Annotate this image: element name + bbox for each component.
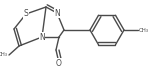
Text: CH₃: CH₃ bbox=[139, 27, 149, 32]
Text: N: N bbox=[54, 9, 60, 18]
Text: N: N bbox=[39, 32, 45, 41]
Text: S: S bbox=[24, 9, 28, 18]
Text: CH₃: CH₃ bbox=[0, 53, 8, 58]
Text: O: O bbox=[56, 59, 62, 67]
